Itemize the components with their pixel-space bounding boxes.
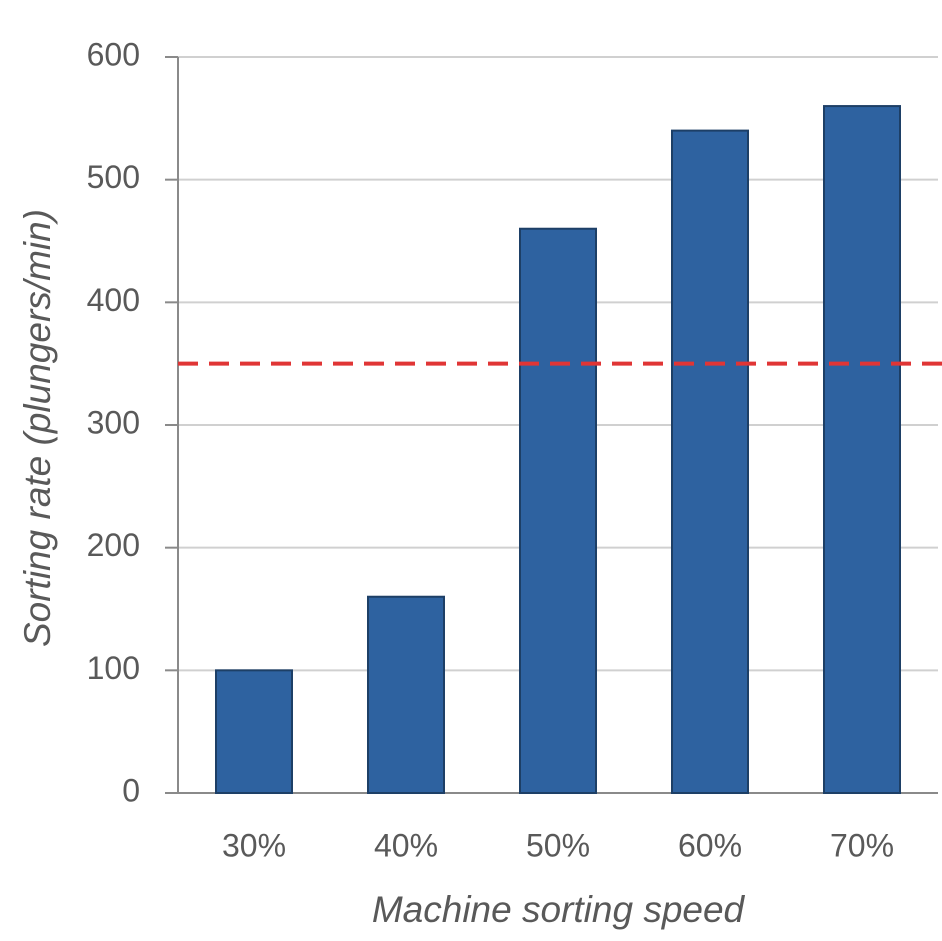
- x-tick-label: 50%: [526, 827, 590, 863]
- bar: [215, 669, 293, 794]
- y-axis-title: Sorting rate (plungers/min): [17, 209, 58, 647]
- y-tick-label: 300: [87, 404, 140, 440]
- y-tick-label: 400: [87, 282, 140, 318]
- x-tick-label: 40%: [374, 827, 438, 863]
- x-tick-label: 30%: [222, 827, 286, 863]
- x-axis-title: Machine sorting speed: [372, 889, 746, 930]
- bar: [519, 227, 597, 794]
- bar: [367, 595, 445, 794]
- y-tick-label: 200: [87, 527, 140, 563]
- x-tick-label: 60%: [678, 827, 742, 863]
- y-tick-label: 600: [87, 36, 140, 72]
- y-tick-label: 500: [87, 159, 140, 195]
- x-tick-label: 70%: [830, 827, 894, 863]
- y-tick-label: 100: [87, 650, 140, 686]
- bar: [671, 129, 749, 795]
- bar: [823, 105, 901, 795]
- y-tick-label: 0: [122, 772, 140, 808]
